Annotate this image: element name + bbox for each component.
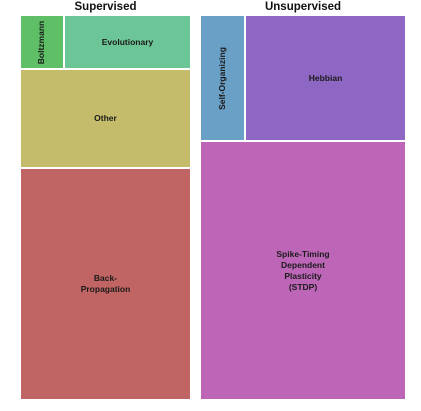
cell-label-evolutionary: Evolutionary <box>101 36 154 47</box>
cell-self-organizing: Self-Organizing <box>200 15 245 141</box>
cell-label-back-propagation: Back- Propagation <box>80 273 131 294</box>
cell-label-hebbian: Hebbian <box>308 72 343 83</box>
cell-evolutionary: Evolutionary <box>64 15 191 69</box>
cell-label-self-organizing: Self-Organizing <box>217 46 227 110</box>
cell-boltzmann: Boltzmann <box>20 15 64 69</box>
group-title-unsupervised: Unsupervised <box>264 1 342 13</box>
cell-hebbian: Hebbian <box>245 15 406 141</box>
group-title-supervised: Supervised <box>74 1 137 13</box>
cell-label-other: Other <box>94 113 117 123</box>
cell-label-stdp: Spike-Timing Dependent Plasticity (STDP) <box>276 248 330 292</box>
cell-label-boltzmann: Boltzmann <box>36 20 47 64</box>
cell-stdp: Spike-Timing Dependent Plasticity (STDP) <box>200 141 406 400</box>
cell-other: Other <box>20 69 191 168</box>
cell-back-propagation: Back- Propagation <box>20 168 191 400</box>
